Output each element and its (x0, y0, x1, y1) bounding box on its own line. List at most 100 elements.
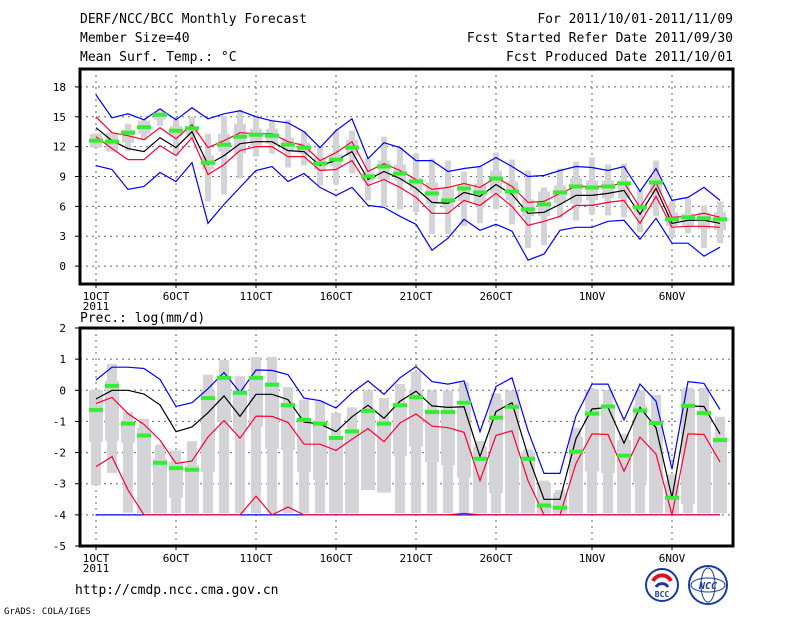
spread-box (697, 412, 711, 514)
spread-box (345, 430, 359, 514)
spread-bar (251, 356, 261, 514)
y-tick-label: 18 (53, 81, 66, 94)
green-marker (281, 142, 295, 147)
green-marker (313, 421, 327, 426)
spread-box (393, 402, 407, 456)
spread-box (313, 421, 327, 480)
y-tick-label: -2 (53, 447, 66, 460)
y-tick-label: -4 (53, 509, 67, 522)
spread-box (137, 427, 151, 514)
green-marker (249, 375, 263, 380)
green-marker (345, 145, 359, 150)
x-tick-label: 26OCT (479, 552, 512, 565)
x-tick-label: 1NOV (579, 290, 606, 303)
source-url[interactable]: http://cmdp.ncc.cma.gov.cn (75, 583, 279, 598)
green-marker (185, 467, 199, 472)
series-upper-line (95, 116, 721, 218)
green-marker (329, 157, 343, 162)
variable-label: Mean Surf. Temp.: °C (80, 50, 237, 65)
forecast-start-date: Fcst Started Refer Date 2011/09/30 (467, 31, 733, 46)
green-marker (137, 433, 151, 438)
spread-box (185, 465, 199, 514)
green-marker (617, 181, 631, 186)
green-marker (281, 403, 295, 408)
green-marker (633, 205, 647, 210)
green-marker (265, 133, 279, 138)
series-mean-line (95, 389, 721, 500)
green-marker (457, 400, 471, 405)
bcc-logo: BCC (645, 568, 679, 602)
green-marker (361, 174, 375, 179)
green-marker (505, 189, 519, 194)
green-marker (249, 132, 263, 137)
x-tick-label: 16OCT (319, 552, 352, 565)
green-marker (329, 435, 343, 440)
green-marker (473, 456, 487, 461)
spread-box (297, 418, 311, 472)
green-marker (489, 415, 503, 420)
spread-box (153, 458, 167, 514)
spread-box (105, 380, 119, 441)
x-tick-label: 11OCT (239, 552, 272, 565)
spread-box (505, 390, 519, 514)
spread-box (201, 390, 215, 472)
spread-box (217, 376, 231, 422)
spread-bar (173, 119, 179, 156)
green-marker (697, 411, 711, 416)
y-tick-label: 12 (53, 141, 66, 154)
grads-credit: GrADS: COLA/IGES (4, 607, 91, 617)
series-lower-line (95, 136, 721, 228)
green-marker (585, 185, 599, 190)
x-tick-label: 11OCT (239, 290, 272, 303)
series-max-line (95, 94, 721, 202)
spread-box (361, 408, 375, 490)
green-marker (521, 207, 535, 212)
green-marker (521, 456, 535, 461)
green-marker (681, 403, 695, 408)
green-marker (489, 176, 503, 181)
series-min-line (95, 161, 721, 261)
bcc-logo-text: BCC (655, 590, 670, 599)
x-tick-label: 16OCT (319, 290, 352, 303)
green-marker (377, 421, 391, 426)
spread-box (586, 180, 598, 201)
spread-box (409, 390, 423, 447)
green-marker (201, 160, 215, 165)
y-tick-label: 0 (59, 384, 66, 397)
x-tick-label: 6OCT (163, 290, 190, 303)
forecast-period: For 2011/10/01-2011/11/09 (537, 12, 733, 27)
y-tick-label: 3 (59, 230, 66, 243)
green-marker (441, 410, 455, 415)
green-marker (553, 505, 567, 510)
y-tick-label: 0 (59, 260, 66, 273)
green-marker (361, 408, 375, 413)
spread-box (281, 402, 295, 451)
green-marker (505, 404, 519, 409)
green-marker (297, 145, 311, 150)
y-tick-label: 15 (53, 111, 66, 124)
green-marker (297, 417, 311, 422)
green-marker (201, 396, 215, 401)
spread-box (250, 128, 262, 146)
spread-box (425, 408, 439, 462)
y-tick-label: 6 (59, 200, 66, 213)
green-marker (425, 191, 439, 196)
spread-box (521, 452, 535, 514)
figure-title: DERF/NCC/BCC Monthly Forecast (80, 12, 307, 27)
green-marker (601, 184, 615, 189)
member-size: Member Size=40 (80, 31, 190, 46)
spread-box (617, 440, 631, 514)
green-marker (217, 142, 231, 147)
green-marker (233, 390, 247, 395)
spread-box (89, 390, 103, 442)
y-tick-label: 9 (59, 171, 66, 184)
green-marker (537, 503, 551, 508)
green-marker (393, 171, 407, 176)
spread-box (649, 421, 663, 514)
x-tick-label: 26OCT (479, 290, 512, 303)
series-lower-line (95, 455, 720, 516)
spread-box (490, 170, 502, 194)
forecast-produced-date: Fcst Produced Date 2011/10/01 (506, 50, 733, 65)
x-tick-label: 1OCT (83, 552, 110, 565)
series-upper-line (95, 396, 721, 516)
